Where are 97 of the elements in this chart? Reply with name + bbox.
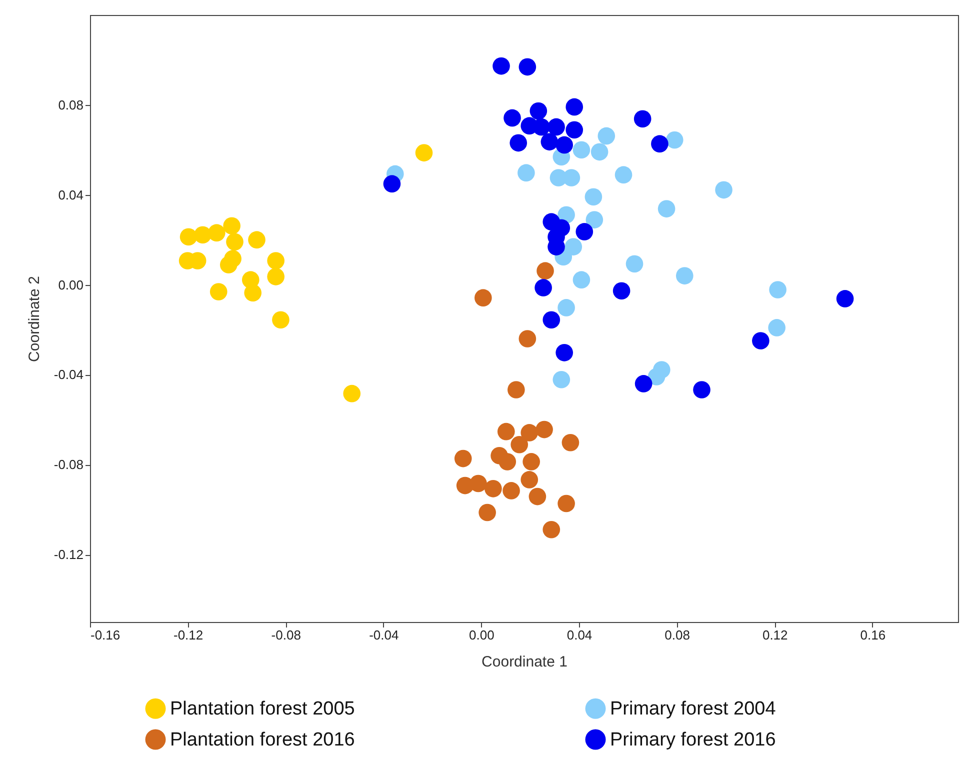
point: [272, 311, 290, 328]
point: [562, 434, 580, 452]
point: [836, 290, 854, 308]
x-tick-label: 0.00: [469, 628, 494, 642]
legend-label: Primary forest 2004: [610, 698, 776, 720]
point: [478, 504, 496, 522]
point: [572, 271, 590, 288]
point: [267, 252, 284, 270]
point: [658, 200, 676, 218]
point: [626, 255, 644, 273]
point: [498, 453, 516, 470]
point: [528, 488, 546, 506]
point: [226, 233, 244, 250]
point: [208, 224, 226, 242]
point: [518, 330, 536, 348]
point: [223, 217, 240, 235]
point: [267, 268, 284, 286]
point: [520, 424, 538, 442]
point: [474, 289, 492, 306]
x-tick-label: -0.08: [271, 628, 301, 642]
y-axis-title: Coordinate 2: [26, 276, 43, 362]
legend-label: Plantation forest 2005: [170, 698, 355, 720]
point: [572, 141, 590, 159]
point: [576, 223, 594, 240]
point: [504, 109, 521, 127]
point: [484, 480, 502, 498]
x-tick-label: 0.08: [664, 628, 690, 642]
point: [536, 420, 553, 438]
point: [180, 228, 198, 246]
x-tick-label: -0.16: [90, 628, 120, 642]
x-tick-label: 0.16: [860, 628, 886, 642]
point: [552, 371, 570, 388]
point: [510, 436, 528, 454]
point: [530, 102, 548, 120]
point: [634, 110, 652, 128]
x-tick-label: 0.04: [566, 628, 592, 642]
point: [520, 471, 538, 488]
point: [542, 311, 560, 328]
point: [220, 256, 238, 274]
point: [648, 368, 666, 386]
point: [518, 58, 536, 76]
point: [598, 127, 616, 145]
point: [584, 188, 602, 206]
point: [492, 57, 510, 75]
point: [497, 422, 515, 440]
point: [634, 375, 652, 392]
x-tick-label: 0.12: [762, 628, 788, 642]
point: [612, 282, 630, 300]
point: [558, 299, 575, 316]
y-tick-label: 0.08: [58, 97, 84, 112]
point: [676, 267, 694, 284]
point: [248, 231, 266, 248]
point: [666, 131, 684, 149]
point: [454, 450, 472, 468]
legend-label: Primary forest 2016: [610, 730, 776, 750]
point: [564, 238, 582, 256]
point: [532, 118, 550, 136]
point: [383, 175, 401, 192]
point: [590, 143, 608, 161]
point: [522, 453, 540, 470]
point: [510, 134, 528, 152]
point: [210, 283, 228, 300]
point: [556, 136, 574, 154]
x-tick-label: -0.04: [369, 628, 399, 642]
y-tick-label: -0.08: [54, 457, 84, 472]
point: [768, 319, 786, 336]
point: [693, 381, 710, 398]
point: [540, 133, 558, 150]
x-tick-label: -0.12: [173, 628, 204, 642]
point: [715, 181, 732, 199]
y-tick-label: -0.12: [54, 547, 84, 562]
y-tick-label: 0.04: [58, 187, 84, 202]
y-tick-label: 0.00: [58, 277, 84, 292]
point: [752, 332, 770, 350]
point: [548, 118, 565, 136]
legend-label: Plantation forest 2016: [170, 730, 355, 750]
point: [470, 474, 487, 492]
point: [614, 166, 632, 184]
point: [536, 262, 554, 280]
point: [566, 98, 584, 116]
point: [244, 284, 262, 302]
point: [194, 226, 212, 244]
point: [558, 494, 575, 512]
y-tick-label: -0.04: [54, 367, 84, 382]
point: [518, 164, 535, 182]
point: [415, 144, 433, 162]
point: [502, 482, 520, 500]
point: [343, 384, 361, 402]
point: [586, 211, 604, 228]
point: [566, 121, 584, 139]
point: [769, 281, 786, 298]
point: [542, 520, 560, 538]
point: [508, 381, 525, 398]
point: [556, 344, 574, 362]
x-axis-title: Coordinate 1: [482, 654, 568, 670]
point: [651, 135, 668, 152]
point: [534, 279, 552, 296]
